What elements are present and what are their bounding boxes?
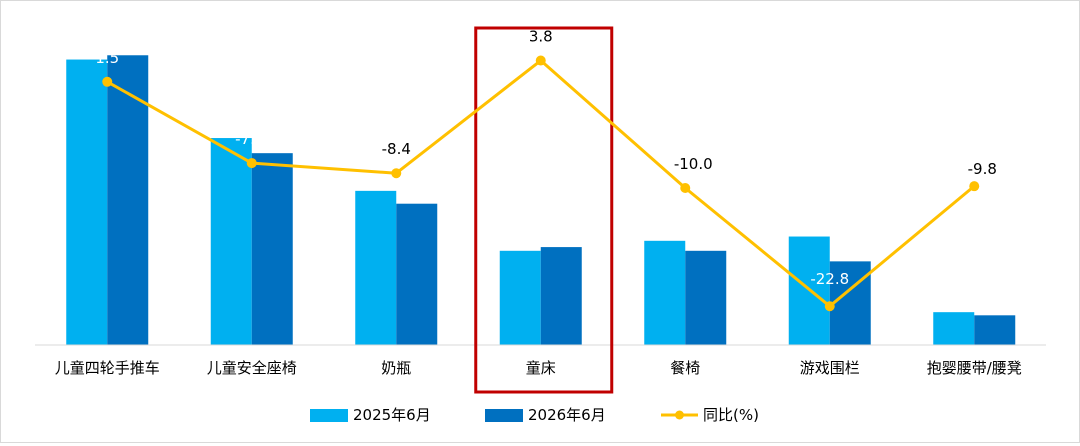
legend-swatch-2026 (485, 409, 523, 422)
yoy-data-label-4: -10.0 (674, 155, 713, 173)
bar-2026-3 (540, 247, 582, 345)
x-tick-labels: 儿童四轮手推车 儿童安全座椅 奶瓶 童床 餐椅 游戏围栏 抱婴腰带/腰凳 (55, 359, 1022, 377)
x-tick-label-6: 抱婴腰带/腰凳 (927, 359, 1022, 377)
yoy-data-label-5: -22.8 (810, 270, 849, 288)
x-tick-label-0: 儿童四轮手推车 (55, 359, 160, 377)
legend-swatch-yoy-marker (675, 410, 684, 420)
bar-2026-5 (829, 261, 871, 345)
bar-2026-6 (974, 315, 1016, 345)
yoy-point-4 (680, 183, 691, 193)
x-tick-label-2: 奶瓶 (381, 359, 411, 377)
bar-2026-1 (251, 153, 293, 345)
bar-2025-1 (210, 138, 252, 345)
legend-swatch-2025 (310, 409, 348, 422)
legend: 2025年6月 2026年6月 同比(%) (310, 406, 759, 424)
yoy-point-6 (969, 181, 980, 192)
x-tick-label-3: 童床 (526, 359, 556, 377)
yoy-data-label-2: -8.4 (382, 140, 411, 158)
yoy-data-label-3: 3.8 (529, 28, 553, 46)
bar-layer (66, 55, 1016, 345)
bar-2025-6 (933, 312, 975, 345)
yoy-point-3 (535, 55, 546, 66)
yoy-line-layer (102, 55, 980, 312)
yoy-point-2 (391, 168, 402, 179)
bar-2025-4 (644, 240, 686, 345)
highlight-box (474, 26, 614, 394)
bar-2026-2 (396, 203, 438, 345)
yoy-point-0 (102, 76, 113, 87)
bar-2025-0 (66, 59, 108, 345)
x-tick-label-5: 游戏围栏 (800, 359, 860, 377)
legend-label-yoy: 同比(%) (703, 406, 759, 424)
yoy-data-label-0: 1.5 (95, 49, 119, 67)
bar-2025-3 (499, 250, 541, 345)
legend-label-2025: 2025年6月 (353, 406, 431, 424)
yoy-point-5 (824, 301, 835, 312)
data-label-layer: 1.5 -7.3 -8.4 3.8 -10.0 -22.8 -9.8 (95, 28, 997, 289)
x-tick-label-4: 餐椅 (670, 359, 700, 377)
bar-2026-0 (107, 55, 149, 345)
yoy-data-label-6: -9.8 (968, 160, 997, 178)
x-tick-label-1: 儿童安全座椅 (207, 359, 297, 377)
yoy-point-1 (246, 158, 257, 169)
yoy-data-label-1: -7.3 (235, 130, 264, 148)
bar-2025-2 (355, 190, 397, 345)
legend-label-2026: 2026年6月 (528, 406, 606, 424)
bar-2026-4 (685, 250, 727, 345)
